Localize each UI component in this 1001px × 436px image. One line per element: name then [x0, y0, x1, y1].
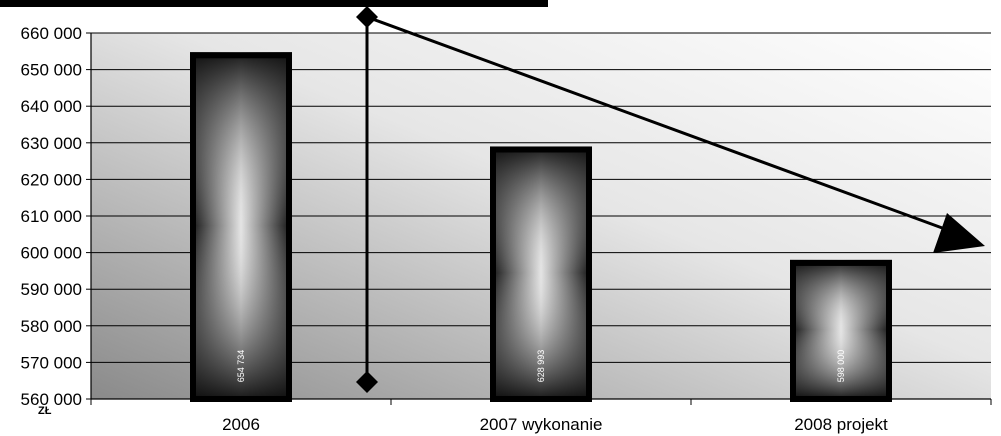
bar-shade: [490, 146, 592, 399]
y-tick-label: 560 000: [21, 390, 82, 409]
bar-shade: [790, 259, 892, 399]
y-unit-label: ZŁ: [38, 405, 52, 417]
y-tick-label: 610 000: [21, 207, 82, 226]
y-tick-label: 580 000: [21, 317, 82, 336]
y-tick-label: 650 000: [21, 61, 82, 80]
bars: 654 734 628 993 598 000: [190, 52, 892, 403]
bar-shade: [190, 52, 292, 399]
x-category-label: 2006: [222, 415, 260, 434]
bar: 598 000: [790, 259, 892, 403]
trend-diamond-bottom: [356, 371, 378, 393]
y-tick-label: 640 000: [21, 97, 82, 116]
x-category-label: 2007 wykonanie: [480, 415, 603, 434]
bar: 654 734: [190, 52, 292, 402]
y-tick-label: 630 000: [21, 134, 82, 153]
bar: 628 993: [490, 146, 592, 402]
bar-value-label: 654 734: [236, 350, 246, 383]
y-tick-label: 570 000: [21, 353, 82, 372]
axes: 560 000 570 000 580 000 590 000 600 000 610 0…: [21, 24, 992, 434]
trend-arrow-shaft: [366, 15, 946, 231]
y-tick-label: 660 000: [21, 24, 82, 43]
y-tick-label: 620 000: [21, 170, 82, 189]
y-tick-label: 590 000: [21, 280, 82, 299]
trend-annotation: [356, 6, 985, 393]
top-black-band: [0, 0, 548, 7]
bar-value-label: 628 993: [536, 350, 546, 383]
y-tick-label: 600 000: [21, 244, 82, 263]
bar-value-label: 598 000: [836, 350, 846, 383]
trend-arrow-head: [933, 213, 985, 253]
x-category-label: 2008 projekt: [794, 415, 888, 434]
